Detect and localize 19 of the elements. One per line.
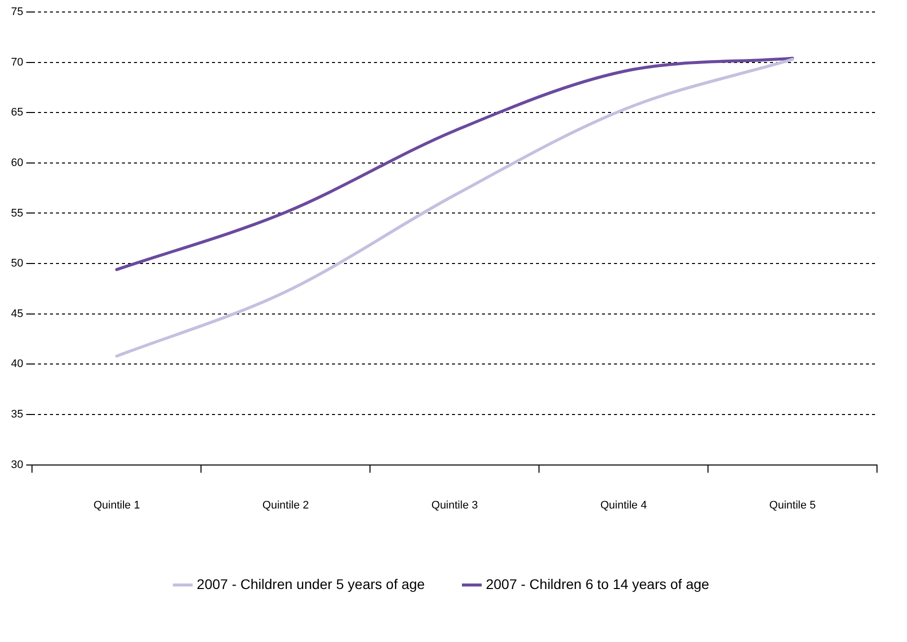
legend-label: 2007 - Children under 5 years of age: [196, 576, 426, 592]
y-tick-label: 40: [10, 358, 24, 370]
y-tick-label: 50: [10, 258, 24, 270]
y-tick-label: 45: [10, 308, 24, 320]
x-tick-label: Quintile 1: [93, 499, 140, 512]
x-tick-label: Quintile 3: [431, 499, 478, 512]
x-tick-label: Quintile 2: [262, 499, 309, 512]
y-tick-label: 60: [10, 156, 24, 169]
y-tick-label: 30: [10, 458, 24, 471]
y-tick-label: 35: [10, 408, 24, 421]
y-tick-label: 65: [10, 106, 24, 119]
x-tick-label: Quintile 4: [600, 499, 647, 512]
y-tick-label: 55: [10, 207, 24, 220]
y-tick-label: 75: [10, 6, 24, 18]
line-series: [115, 56, 794, 272]
legend-label: 2007 - Children 6 to 14 years of age: [486, 576, 710, 592]
y-tick-label: 70: [10, 56, 24, 68]
x-tick-label: Quintile 5: [769, 499, 816, 512]
line-series: [115, 58, 794, 358]
